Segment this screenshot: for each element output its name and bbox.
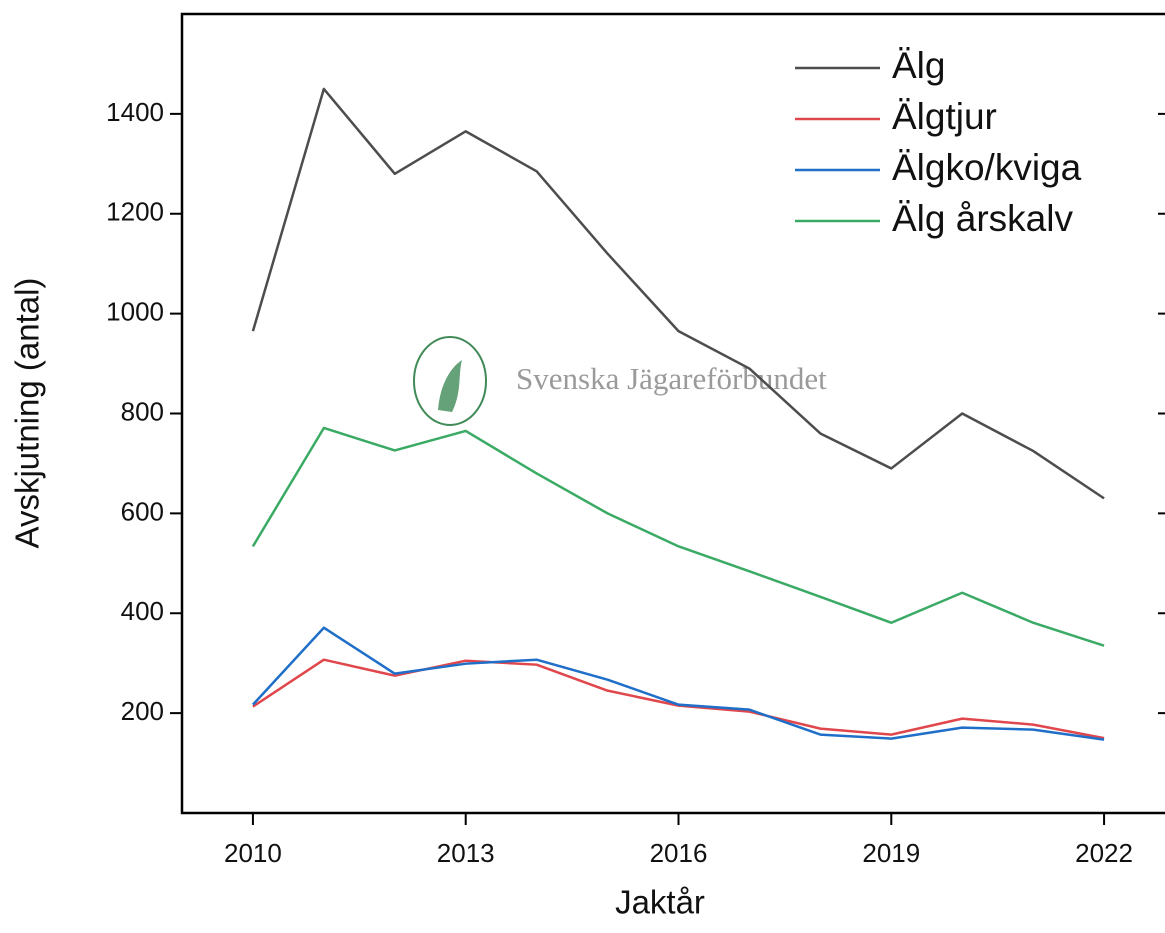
series-line — [251, 426, 1105, 647]
x-tick-label: 2022 — [1075, 838, 1133, 868]
legend-label: Älg årskalv — [892, 198, 1073, 239]
y-axis-label: Avskjutning (antal) — [9, 278, 46, 549]
x-tick-label: 2010 — [224, 838, 282, 868]
y-tick-label: 1400 — [106, 97, 164, 127]
series-line — [252, 658, 1105, 740]
legend-label: Älg — [892, 45, 945, 86]
plot-frame — [180, 12, 1165, 815]
x-tick-label: 2013 — [437, 838, 495, 868]
x-axis-label: Jaktår — [615, 884, 705, 921]
y-tick-label: 400 — [121, 596, 164, 626]
y-tick-label: 600 — [121, 496, 164, 526]
x-tick-label: 2016 — [650, 838, 708, 868]
legend-label: Älgko/kviga — [892, 147, 1082, 188]
series-line — [251, 87, 1105, 500]
series-line — [252, 626, 1105, 741]
watermark-text: Svenska Jägareförbundet — [516, 361, 827, 396]
y-tick-label: 200 — [121, 696, 164, 726]
logo — [413, 336, 487, 426]
legend-label: Älgtjur — [892, 96, 997, 137]
y-tick-label: 1000 — [106, 297, 164, 327]
logo-bird — [438, 360, 462, 412]
y-tick-label: 800 — [121, 396, 164, 426]
x-tick-label: 2019 — [862, 838, 920, 868]
y-tick-label: 1200 — [106, 197, 164, 227]
watermark: Svenska Jägareförbundet — [413, 336, 827, 426]
